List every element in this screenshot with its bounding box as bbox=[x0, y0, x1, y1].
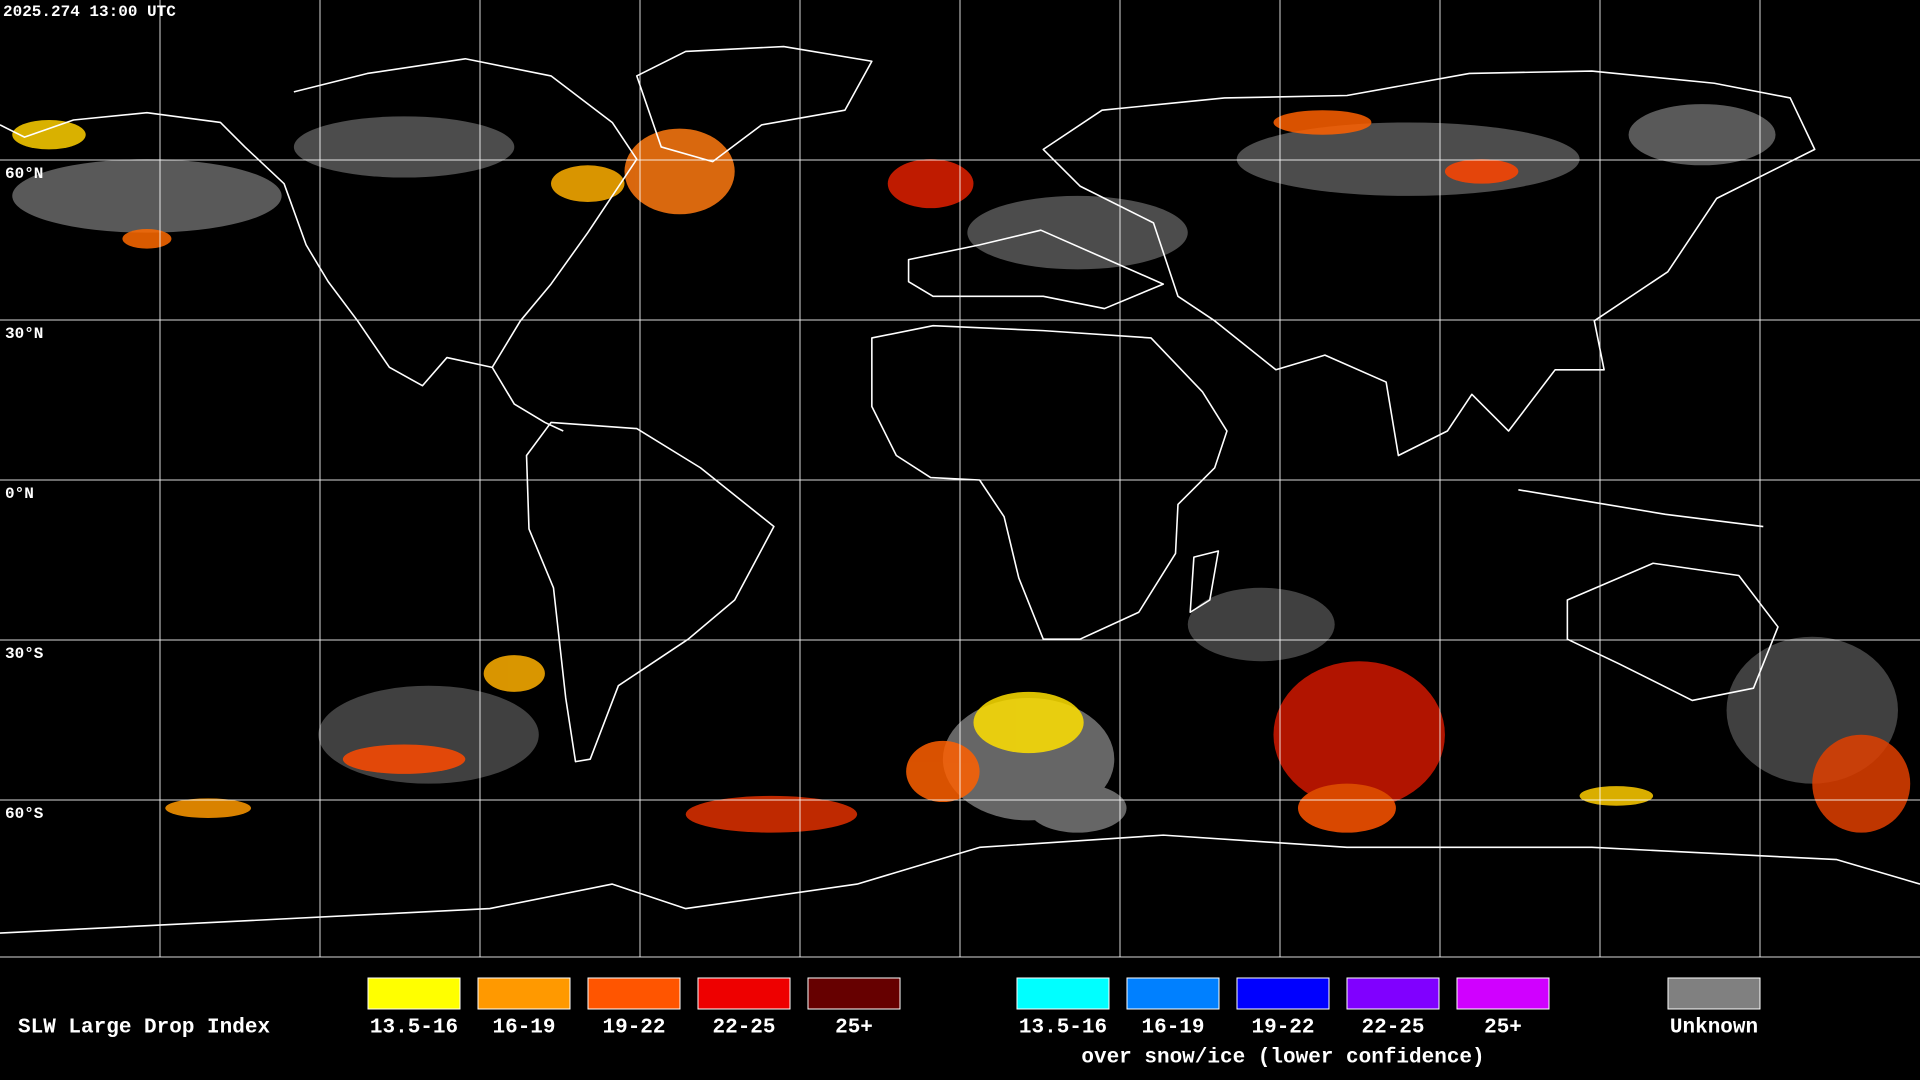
legend-label: 13.5-16 bbox=[1019, 1017, 1107, 1040]
snow-ice-caption: over snow/ice (lower confidence) bbox=[1081, 1047, 1484, 1070]
graticule bbox=[0, 0, 1920, 958]
legend-label: 25+ bbox=[1484, 1017, 1522, 1040]
legend-swatch bbox=[1126, 977, 1220, 1010]
legend-label: 16-19 bbox=[492, 1017, 555, 1040]
legend-label: 13.5-16 bbox=[370, 1017, 458, 1040]
legend-label: 16-19 bbox=[1141, 1017, 1204, 1040]
legend-swatch bbox=[1456, 977, 1550, 1010]
legend-swatch bbox=[587, 977, 681, 1010]
legend-label: 19-22 bbox=[602, 1017, 665, 1040]
legend-swatch bbox=[367, 977, 461, 1010]
latitude-label: 0°N bbox=[5, 485, 34, 503]
legend-swatch bbox=[1667, 977, 1761, 1010]
latitude-labels: 60°N 30°N 0°N 30°S 60°S bbox=[5, 165, 44, 823]
legend-label: 22-25 bbox=[712, 1017, 775, 1040]
map bbox=[0, 0, 1920, 958]
coastlines bbox=[0, 45, 1920, 934]
legend-title: SLW Large Drop Index bbox=[18, 1017, 270, 1040]
legend: SLW Large Drop Index over snow/ice (lowe… bbox=[18, 977, 1761, 1070]
legend-swatch bbox=[1236, 977, 1330, 1010]
legend-swatch bbox=[697, 977, 791, 1010]
legend-swatch bbox=[1346, 977, 1440, 1010]
legend-swatch bbox=[477, 977, 571, 1010]
legend-label: Unknown bbox=[1670, 1017, 1758, 1040]
legend-swatch bbox=[1016, 977, 1110, 1010]
latitude-label: 30°S bbox=[5, 645, 44, 663]
legend-label: 25+ bbox=[835, 1017, 873, 1040]
latitude-label: 30°N bbox=[5, 325, 43, 343]
timestamp: 2025.274 13:00 UTC bbox=[3, 3, 176, 21]
legend-label: 19-22 bbox=[1251, 1017, 1314, 1040]
legend-label: 22-25 bbox=[1361, 1017, 1424, 1040]
cloud-field bbox=[0, 45, 1920, 934]
latitude-label: 60°S bbox=[5, 805, 44, 823]
latitude-label: 60°N bbox=[5, 165, 43, 183]
legend-swatch bbox=[807, 977, 901, 1010]
